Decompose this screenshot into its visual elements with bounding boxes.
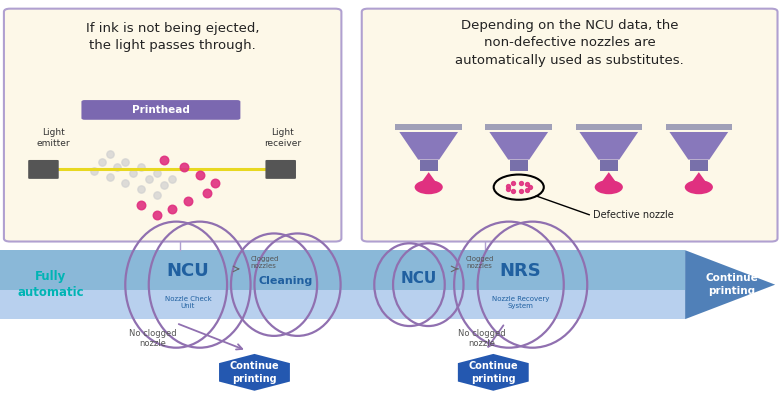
Point — [166, 206, 179, 212]
Point — [103, 151, 116, 157]
Polygon shape — [600, 160, 618, 171]
Point — [521, 187, 533, 193]
Point — [127, 170, 139, 177]
Text: No clogged
nozzle: No clogged nozzle — [458, 329, 505, 348]
Polygon shape — [576, 124, 642, 130]
Text: Defective nozzle: Defective nozzle — [594, 210, 674, 220]
Point — [514, 188, 527, 195]
FancyBboxPatch shape — [4, 9, 341, 242]
Text: Nozzle Recovery
System: Nozzle Recovery System — [492, 296, 550, 309]
Point — [507, 188, 520, 194]
Polygon shape — [579, 132, 638, 160]
Point — [150, 212, 163, 218]
Polygon shape — [489, 132, 548, 160]
Point — [135, 164, 147, 171]
Point — [507, 180, 520, 186]
Polygon shape — [666, 124, 732, 130]
Polygon shape — [685, 250, 775, 319]
Text: Continue
printing: Continue printing — [229, 361, 280, 383]
Point — [96, 158, 108, 165]
FancyBboxPatch shape — [362, 9, 778, 242]
FancyBboxPatch shape — [81, 100, 240, 120]
Point — [502, 186, 514, 192]
Point — [150, 192, 163, 198]
Point — [201, 190, 214, 196]
Text: No clogged
nozzle: No clogged nozzle — [129, 329, 176, 348]
Text: Clogged
nozzles: Clogged nozzles — [251, 256, 279, 269]
Point — [523, 184, 536, 190]
FancyBboxPatch shape — [28, 160, 59, 179]
Circle shape — [415, 180, 443, 194]
Text: Light
receiver: Light receiver — [264, 128, 301, 148]
Polygon shape — [219, 354, 290, 391]
Polygon shape — [689, 172, 708, 185]
Polygon shape — [399, 132, 458, 160]
Text: Fully
automatic: Fully automatic — [17, 270, 85, 299]
Text: Clogged
nozzles: Clogged nozzles — [466, 256, 494, 269]
Polygon shape — [510, 160, 528, 171]
Polygon shape — [690, 160, 708, 171]
Polygon shape — [420, 160, 438, 171]
Bar — [0, 250, 685, 290]
Point — [135, 202, 147, 208]
Point — [514, 180, 527, 186]
Point — [182, 198, 194, 204]
Bar — [0, 250, 685, 319]
Point — [111, 164, 124, 171]
Point — [521, 181, 533, 188]
Circle shape — [684, 180, 713, 194]
Polygon shape — [420, 172, 438, 185]
Text: Continue
printing: Continue printing — [705, 273, 759, 296]
Point — [103, 174, 116, 180]
Text: Nozzle Check
Unit: Nozzle Check Unit — [164, 296, 211, 309]
Polygon shape — [669, 132, 728, 160]
Polygon shape — [485, 124, 552, 130]
Point — [158, 156, 171, 163]
Point — [135, 186, 147, 192]
Text: Continue
printing: Continue printing — [468, 361, 518, 383]
Circle shape — [595, 180, 623, 194]
FancyBboxPatch shape — [265, 160, 296, 179]
Point — [166, 176, 179, 182]
Point — [143, 176, 155, 182]
Polygon shape — [395, 124, 462, 130]
Text: If ink is not being ejected,
the light passes through.: If ink is not being ejected, the light p… — [86, 22, 259, 52]
Text: Light
emitter: Light emitter — [37, 128, 70, 148]
Point — [158, 182, 171, 188]
Point — [150, 170, 163, 177]
Point — [209, 180, 222, 186]
Point — [193, 172, 206, 178]
Text: Printhead: Printhead — [132, 105, 189, 115]
Point — [502, 182, 514, 189]
Point — [119, 158, 132, 165]
Polygon shape — [600, 172, 619, 185]
Polygon shape — [458, 354, 529, 391]
Text: Depending on the NCU data, the
non-defective nozzles are
automatically used as s: Depending on the NCU data, the non-defec… — [455, 19, 684, 67]
Text: NRS: NRS — [500, 262, 542, 280]
Point — [178, 164, 190, 171]
Point — [88, 168, 100, 175]
Text: Cleaning: Cleaning — [258, 276, 313, 286]
Text: NCU: NCU — [167, 262, 209, 280]
Point — [119, 180, 132, 186]
Text: NCU: NCU — [401, 271, 437, 286]
